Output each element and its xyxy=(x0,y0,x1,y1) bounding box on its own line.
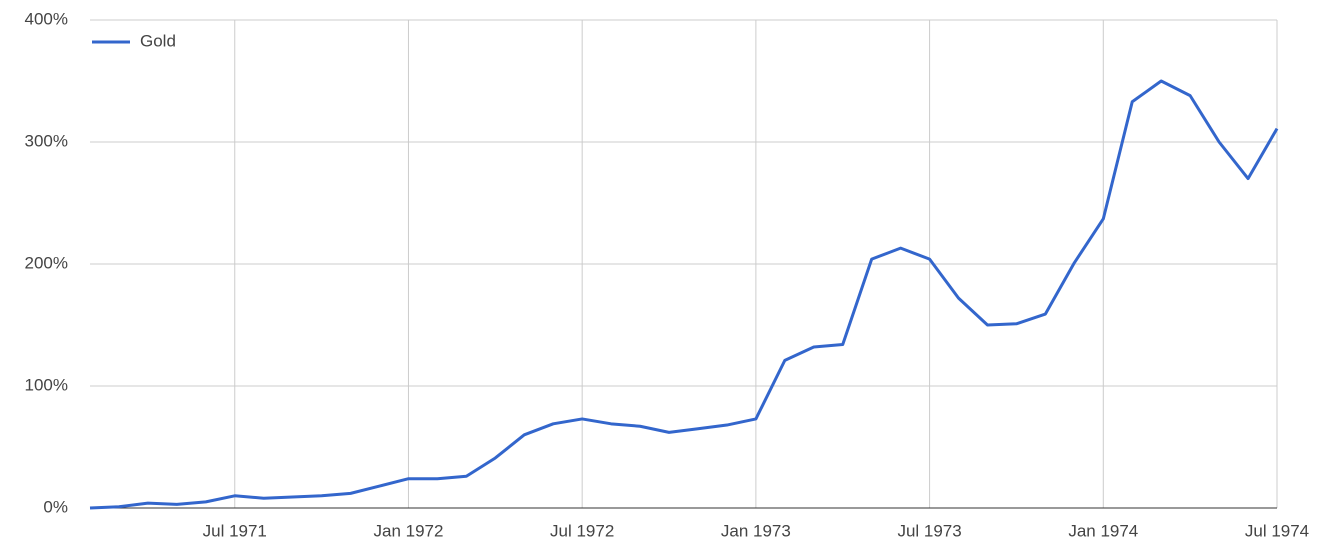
x-tick-label: Jan 1973 xyxy=(721,521,791,540)
x-tick-label: Jul 1973 xyxy=(897,521,961,540)
x-tick-label: Jul 1971 xyxy=(203,521,267,540)
y-tick-label: 100% xyxy=(25,375,68,394)
y-tick-label: 400% xyxy=(25,9,68,28)
x-tick-label: Jan 1972 xyxy=(373,521,443,540)
x-tick-label: Jan 1974 xyxy=(1068,521,1138,540)
legend-label: Gold xyxy=(140,31,176,50)
y-tick-label: 0% xyxy=(43,497,68,516)
x-tick-label: Jul 1972 xyxy=(550,521,614,540)
x-tick-label: Jul 1974 xyxy=(1245,521,1309,540)
data-line xyxy=(89,79,1279,510)
y-tick-label: 200% xyxy=(25,253,68,272)
y-tick-label: 300% xyxy=(25,131,68,150)
